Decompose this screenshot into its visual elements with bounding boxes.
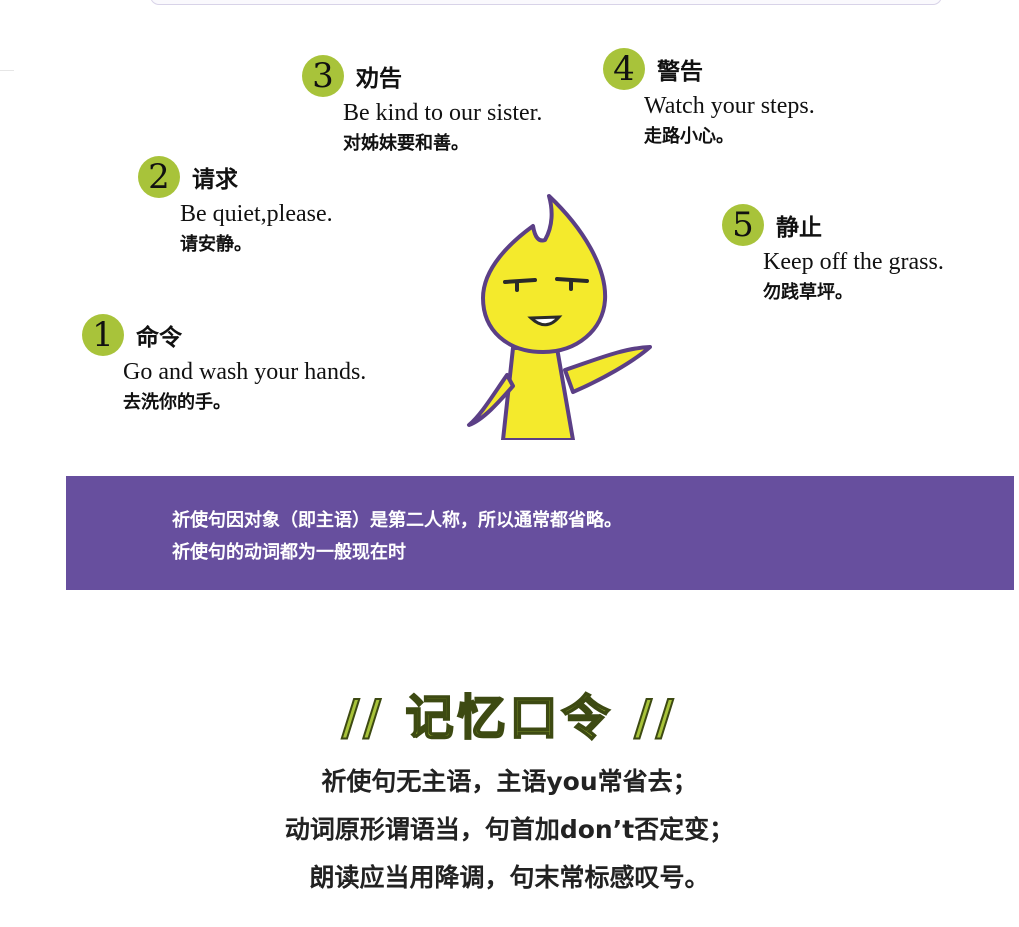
memory-title: // 记忆口令 // xyxy=(341,689,678,747)
memory-line-1: 祈使句无主语，主语you常省去； xyxy=(321,767,698,796)
chinese-translation: 勿践草坪。 xyxy=(763,282,853,303)
category-label: 警告 xyxy=(657,59,703,85)
english-sentence: Watch your steps. xyxy=(644,93,815,119)
memory-line-3: 朗读应当用降调，句末常标感叹号。 xyxy=(309,863,710,892)
chinese-translation: 走路小心。 xyxy=(644,126,734,147)
english-sentence: Go and wash your hands. xyxy=(123,359,367,385)
english-sentence: Be quiet,please. xyxy=(180,201,333,227)
top-frame-edge xyxy=(150,0,942,5)
chinese-translation: 去洗你的手。 xyxy=(123,392,231,413)
english-sentence: Be kind to our sister. xyxy=(343,100,543,126)
item-1-command: 1 命令 Go and wash your hands. 去洗你的手。 xyxy=(82,313,366,417)
english-sentence: Keep off the grass. xyxy=(763,249,944,275)
item-2-request: 2 请求 Be quiet,please. 请安静。 xyxy=(138,155,333,259)
number-badge: 4 xyxy=(603,48,645,90)
mascot-body xyxy=(501,346,575,440)
number-badge: 5 xyxy=(722,204,764,246)
item-4-warning: 4 警告 Watch your steps. 走路小心。 xyxy=(603,47,815,151)
info-line-1: 祈使句因对象（即主语）是第二人称，所以通常都省略。 xyxy=(172,510,622,531)
chinese-translation: 请安静。 xyxy=(180,234,252,255)
category-label: 命令 xyxy=(136,325,182,351)
number-badge: 3 xyxy=(302,55,344,97)
category-label: 请求 xyxy=(192,167,238,193)
item-3-advice: 3 劝告 Be kind to our sister. 对姊妹要和善。 xyxy=(302,54,542,158)
number-badge: 2 xyxy=(138,156,180,198)
mascot-left-arm xyxy=(467,373,515,427)
info-band: 祈使句因对象（即主语）是第二人称，所以通常都省略。 祈使句的动词都为一般现在时 xyxy=(66,476,1014,590)
item-5-prohibition: 5 静止 Keep off the grass. 勿践草坪。 xyxy=(722,203,944,307)
info-line-2: 祈使句的动词都为一般现在时 xyxy=(172,542,406,563)
mascot-illustration xyxy=(467,194,652,440)
divider xyxy=(0,70,14,71)
number-badge: 1 xyxy=(82,314,124,356)
mascot-head xyxy=(481,194,608,354)
category-label: 静止 xyxy=(776,215,822,241)
mascot-right-arm xyxy=(563,345,652,394)
mascot-left-eye xyxy=(503,278,537,284)
memory-line-2: 动词原形谓语当，句首加don’t否定变； xyxy=(284,815,735,844)
mascot-mouth xyxy=(527,315,563,327)
chinese-translation: 对姊妹要和善。 xyxy=(343,133,469,154)
category-label: 劝告 xyxy=(356,66,402,92)
